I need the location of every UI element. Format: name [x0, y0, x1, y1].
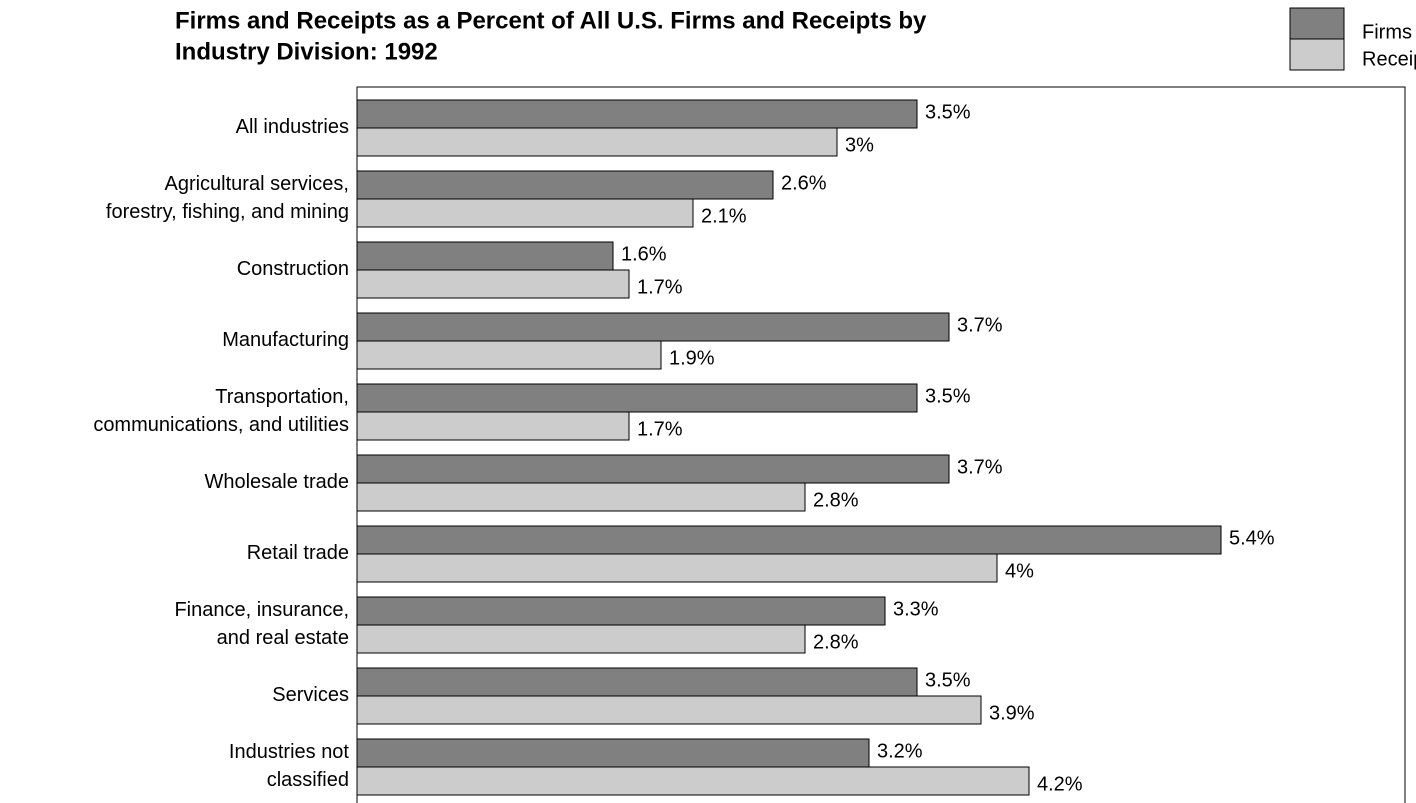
bar: [356, 553, 998, 583]
value-label: 4.2%: [1037, 773, 1083, 795]
value-label: 1.6%: [621, 243, 667, 265]
value-label: 1.7%: [637, 276, 683, 298]
category-label: Industries not classified: [229, 741, 350, 791]
value-label: 2.6%: [781, 172, 827, 194]
value-label: 4%: [1005, 560, 1034, 582]
bar: [356, 667, 918, 697]
bar: [356, 241, 614, 271]
bar: [356, 738, 870, 768]
bar: [356, 127, 838, 157]
value-label: 3.5%: [925, 385, 971, 407]
value-label: 3.7%: [957, 314, 1003, 336]
bar: [356, 596, 886, 626]
value-label: 2.8%: [813, 631, 859, 653]
value-label: 3.9%: [989, 702, 1035, 724]
category-label: All industries: [236, 116, 349, 138]
bar: [356, 99, 918, 129]
bar: [356, 454, 950, 484]
value-label: 5.4%: [1229, 527, 1275, 549]
legend-swatch: [1289, 7, 1345, 40]
value-label: 3%: [845, 134, 874, 156]
legend-label: Receipts: [1362, 48, 1416, 70]
bar: [356, 269, 630, 299]
chart-title: Firms and Receipts as a Percent of All U…: [175, 7, 927, 34]
bar: [356, 411, 630, 441]
value-label: 3.7%: [957, 456, 1003, 478]
legend-swatch: [1289, 38, 1345, 71]
value-label: 3.5%: [925, 669, 971, 691]
bar: [356, 340, 662, 370]
category-label: Wholesale trade: [204, 471, 349, 493]
value-label: 3.5%: [925, 101, 971, 123]
category-label: Services: [272, 684, 349, 706]
value-label: 3.3%: [893, 598, 939, 620]
bar: [356, 312, 950, 342]
chart-title: Industry Division: 1992: [175, 38, 438, 65]
category-label: Retail trade: [247, 542, 349, 564]
bar: [356, 766, 1030, 796]
value-label: 3.2%: [877, 740, 923, 762]
category-label: Construction: [237, 258, 349, 280]
value-label: 2.8%: [813, 489, 859, 511]
value-label: 2.1%: [701, 205, 747, 227]
bar: [356, 695, 982, 725]
category-label: Finance, insurance, and real estate: [174, 599, 349, 649]
bar: [356, 624, 806, 654]
bar: [356, 525, 1222, 555]
bar: [356, 170, 774, 200]
category-label: Transportation, communications, and utili…: [93, 386, 349, 436]
category-label: Manufacturing: [222, 329, 349, 351]
legend-label: Firms: [1362, 21, 1412, 43]
value-label: 1.7%: [637, 418, 683, 440]
bar: [356, 482, 806, 512]
value-label: 1.9%: [669, 347, 715, 369]
bar: [356, 198, 694, 228]
plot-frame: [356, 86, 1406, 803]
bar: [356, 383, 918, 413]
category-label: Agricultural services, forestry, fishing,…: [106, 173, 349, 223]
